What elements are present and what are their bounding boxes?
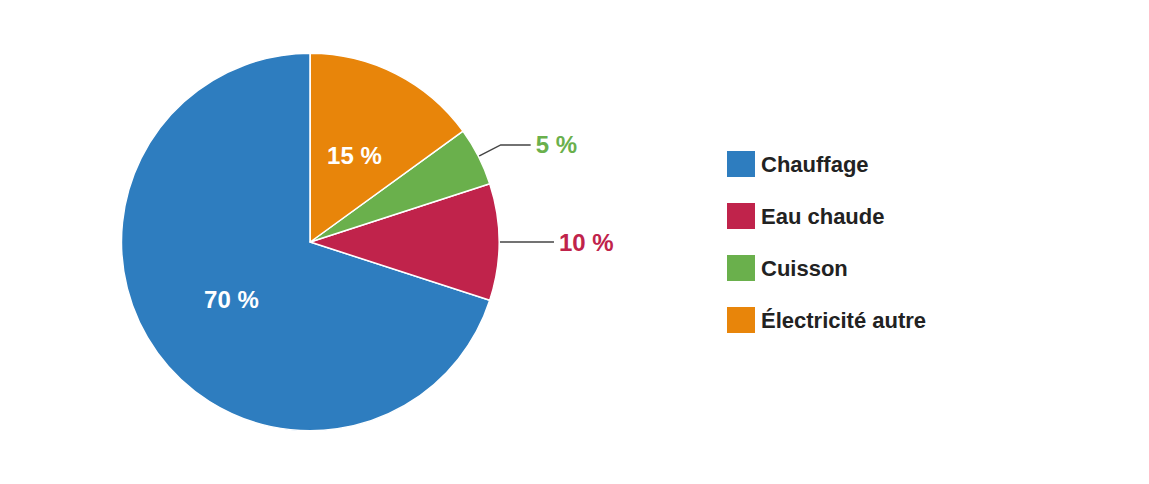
svg-text:5 %: 5 % (536, 131, 577, 158)
svg-text:Électricité autre: Électricité autre (761, 308, 926, 333)
svg-text:15 %: 15 % (327, 142, 382, 169)
svg-text:Chauffage: Chauffage (761, 152, 869, 177)
svg-text:Eau chaude: Eau chaude (761, 204, 884, 229)
svg-text:10 %: 10 % (559, 229, 614, 256)
svg-text:70 %: 70 % (204, 286, 259, 313)
svg-text:Cuisson: Cuisson (761, 256, 848, 281)
